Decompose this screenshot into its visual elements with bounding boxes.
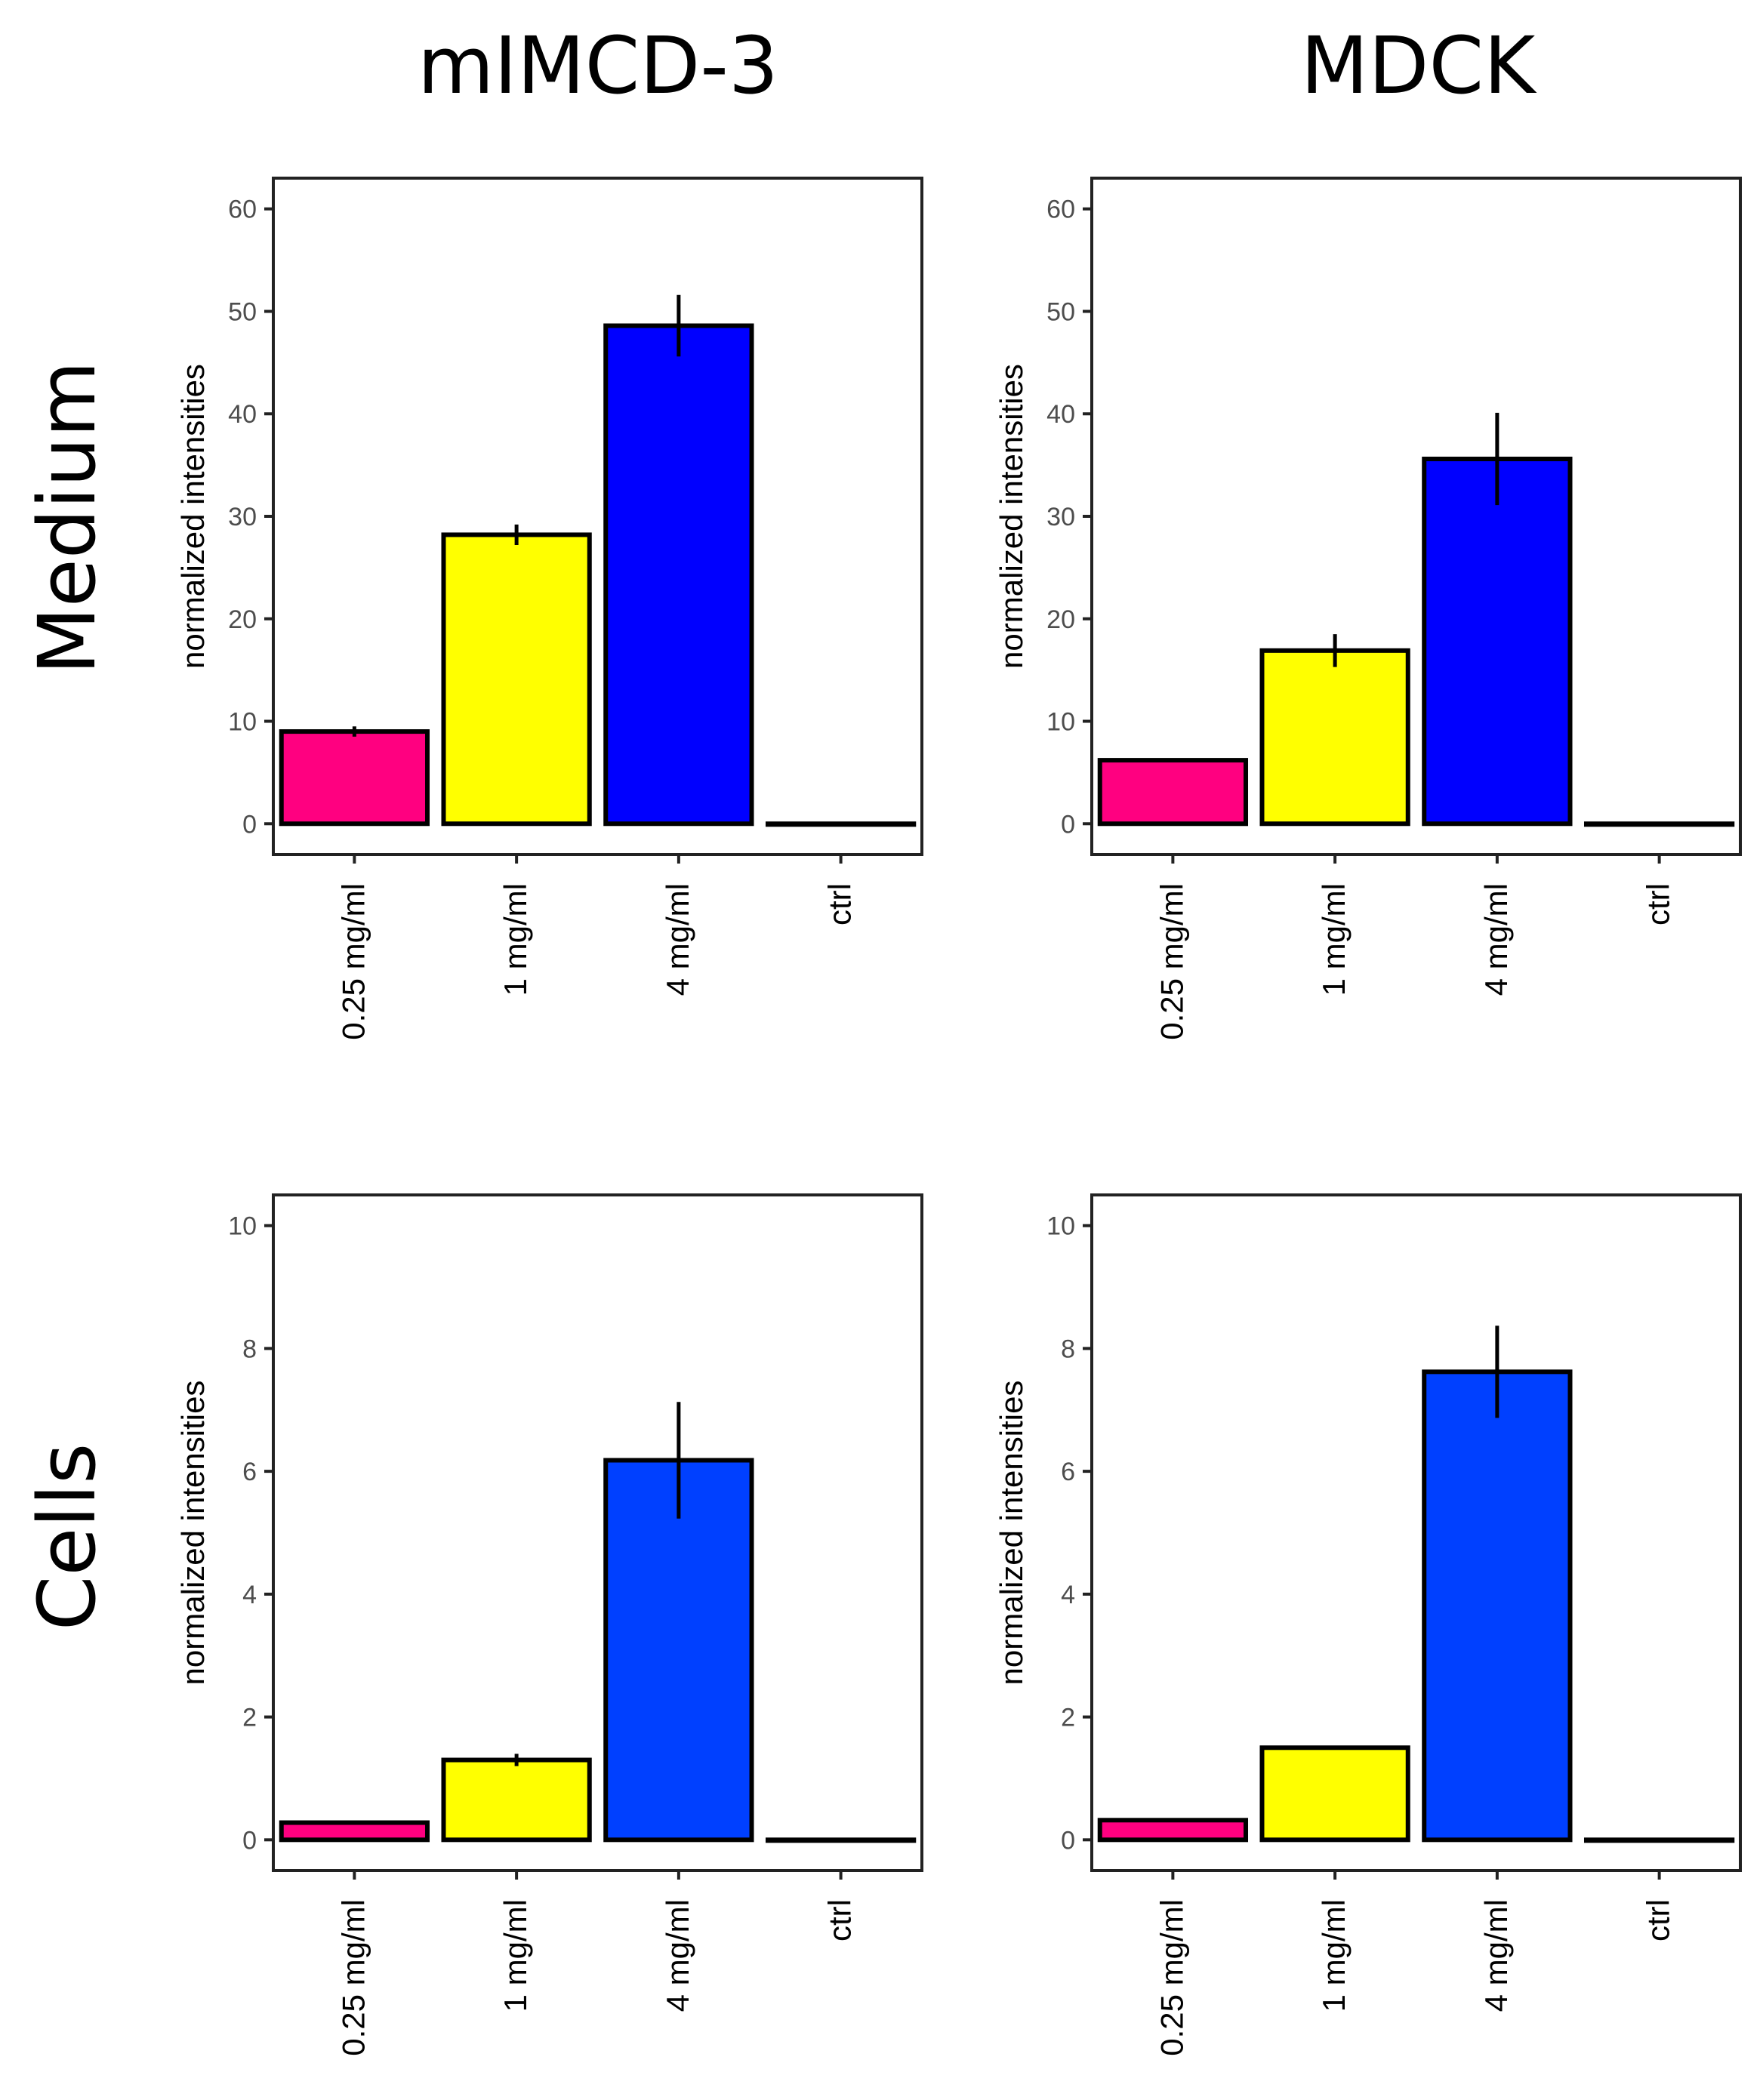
x-tick-label: 0.25 mg/ml (1154, 1899, 1189, 2056)
x-tick-label: ctrl (822, 1899, 858, 1941)
y-tick-label: 10 (1046, 708, 1075, 737)
y-tick-label: 30 (228, 503, 257, 531)
y-tick-label: 20 (228, 605, 257, 634)
x-tick-label: 4 mg/ml (660, 1899, 695, 2012)
x-tick-label: 4 mg/ml (660, 883, 695, 996)
y-tick-label: 8 (1061, 1335, 1075, 1363)
y-tick-label: 0 (242, 1826, 257, 1855)
bar (441, 532, 592, 827)
y-tick-label: 40 (1046, 400, 1075, 429)
bar (1422, 456, 1573, 827)
panel-cells-mimcd3: 0 2 4 6 8 10 normalized intensities 0.25 mg/ml 1… (175, 1193, 923, 2056)
x-tick-label: ctrl (1641, 1899, 1676, 1941)
y-tick-label: 4 (242, 1581, 257, 1609)
x-tick-label: 0.25 mg/ml (1154, 883, 1189, 1040)
y-tick-label: 0 (1061, 810, 1075, 839)
y-tick-label: 30 (1046, 503, 1075, 531)
y-tick-label: 6 (242, 1458, 257, 1486)
bar (1259, 1745, 1410, 1843)
y-tick-label: 60 (228, 196, 257, 224)
x-tick-label: ctrl (822, 883, 858, 925)
bar (603, 323, 754, 827)
panel-border (272, 1193, 923, 1872)
y-tick-label: 60 (1046, 196, 1075, 224)
x-tick-label: ctrl (1641, 883, 1676, 925)
bar (441, 1757, 592, 1843)
panel-cells-mdck: 0 2 4 6 8 10 normalized intensities 0.25 mg/ml 1… (994, 1193, 1742, 2056)
y-axis-title: normalized intensities (994, 364, 1029, 669)
y-tick-label: 10 (1046, 1212, 1075, 1241)
bar (1259, 648, 1410, 827)
y-tick-label: 50 (1046, 297, 1075, 326)
y-tick-label: 10 (228, 708, 257, 737)
x-tick-label: 1 mg/ml (498, 883, 533, 996)
panel-medium-mimcd3: 0 10 20 30 40 50 60 normalized intensities 0.25 … (175, 177, 923, 1040)
bar (1422, 1369, 1573, 1843)
y-tick-label: 40 (228, 400, 257, 429)
bar (279, 729, 430, 827)
x-tick-label: 4 mg/ml (1478, 883, 1514, 996)
panel-border (1090, 1193, 1742, 1872)
y-tick-label: 0 (1061, 1826, 1075, 1855)
row-title-medium: Medium (21, 361, 113, 675)
y-tick-label: 2 (1061, 1704, 1075, 1732)
y-tick-label: 50 (228, 297, 257, 326)
bar (603, 1458, 754, 1843)
x-tick-label: 0.25 mg/ml (335, 883, 371, 1040)
y-tick-label: 0 (242, 810, 257, 839)
y-tick-label: 4 (1061, 1581, 1075, 1609)
y-tick-label: 2 (242, 1704, 257, 1732)
row-title-cells: Cells (21, 1443, 113, 1631)
bar (1097, 1818, 1249, 1843)
y-axis-title: normalized intensities (994, 1381, 1029, 1686)
bar (279, 1820, 430, 1843)
bar (1097, 758, 1249, 827)
x-tick-label: 0.25 mg/ml (335, 1899, 371, 2056)
y-axis-title: normalized intensities (175, 364, 211, 669)
y-tick-label: 20 (1046, 605, 1075, 634)
panel-medium-mdck: 0 10 20 30 40 50 60 normalized intensities 0.25 … (994, 177, 1742, 1040)
y-axis-title: normalized intensities (175, 1381, 211, 1686)
x-tick-label: 1 mg/ml (498, 1899, 533, 2012)
y-tick-label: 8 (242, 1335, 257, 1363)
x-tick-label: 1 mg/ml (1316, 883, 1352, 996)
y-tick-label: 10 (228, 1212, 257, 1241)
column-title-mdck: MDCK (1301, 20, 1537, 112)
column-title-mimcd3: mIMCD-3 (418, 20, 778, 112)
panel-border (1090, 177, 1742, 856)
x-tick-label: 1 mg/ml (1316, 1899, 1352, 2012)
x-tick-label: 4 mg/ml (1478, 1899, 1514, 2012)
y-tick-label: 6 (1061, 1458, 1075, 1486)
